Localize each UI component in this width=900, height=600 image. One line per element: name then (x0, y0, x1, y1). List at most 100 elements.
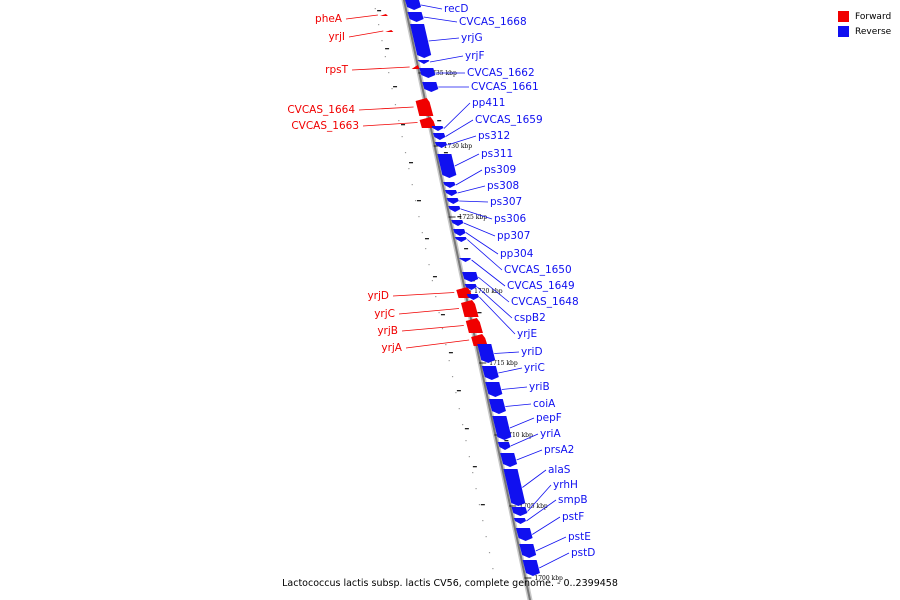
guide-dot (415, 200, 417, 202)
reverse-leader (477, 276, 510, 303)
reverse-swatch (838, 26, 849, 37)
forward-label-CVCAS_1663: CVCAS_1663 (291, 120, 359, 132)
guide-dot (374, 8, 376, 10)
reverse-label-prsA2: prsA2 (544, 444, 574, 456)
guide-dot (408, 168, 410, 170)
guide-dot (488, 552, 491, 554)
reverse-leader (535, 536, 567, 552)
reverse-gene-pstD (522, 560, 540, 576)
reverse-gene-yriD (477, 344, 496, 363)
reverse-gene-CVCAS_1649 (459, 258, 472, 262)
forward-leader (345, 14, 378, 20)
reverse-label-yrjE: yrjE (517, 328, 537, 340)
reverse-label-CVCAS_1659: CVCAS_1659 (475, 114, 543, 126)
reverse-leader (527, 484, 552, 512)
forward-gene-yrjA (471, 334, 488, 346)
guide-dot (475, 488, 477, 490)
guide-dot (465, 440, 467, 442)
guide-dot (435, 296, 437, 298)
guide-dot (398, 120, 400, 122)
reverse-gene-prsA2 (500, 453, 518, 467)
forward-leader (348, 30, 384, 38)
rail-dash (424, 238, 429, 240)
forward-leader (351, 66, 410, 71)
legend-label-forward: Forward (855, 11, 892, 22)
rail-dash (417, 200, 421, 202)
reverse-leader (505, 403, 532, 407)
reverse-label-alaS: alaS (548, 464, 571, 476)
reverse-leader (465, 232, 499, 255)
guide-dot (458, 408, 460, 410)
reverse-leader (477, 286, 513, 319)
forward-label-CVCAS_1664: CVCAS_1664 (287, 104, 355, 116)
reverse-leader (532, 516, 561, 535)
forward-gene-CVCAS_1663 (419, 117, 436, 128)
forward-label-yrjI: yrjI (328, 31, 345, 43)
reverse-label-coiA: coiA (533, 398, 556, 410)
reverse-leader (526, 499, 557, 522)
tick-label: 1715 kbp (489, 360, 518, 367)
reverse-label-recD: recD (444, 3, 468, 15)
reverse-gene-pp307 (451, 220, 464, 226)
reverse-leader (455, 169, 483, 186)
rail-dash (393, 86, 398, 88)
guide-dot (478, 504, 481, 506)
reverse-gene-yrjE (466, 294, 479, 300)
reverse-leader (479, 296, 516, 335)
guide-dot (381, 40, 383, 42)
reverse-leader (471, 259, 506, 287)
guide-dot (492, 568, 494, 570)
reverse-gene-ps307 (446, 198, 459, 204)
reverse-label-CVCAS_1661: CVCAS_1661 (471, 81, 539, 93)
reverse-gene-CVCAS_1662 (419, 68, 436, 78)
reverse-label-ps309: ps309 (484, 164, 516, 176)
reverse-gene-smpB (513, 518, 527, 524)
guide-dot (448, 360, 450, 362)
reverse-label-ps311: ps311 (481, 148, 513, 160)
rail-dash (457, 216, 462, 218)
reverse-gene-coiA (488, 399, 506, 414)
reverse-gene-pepF (492, 416, 512, 440)
guide-dot (445, 344, 447, 346)
guide-dot (468, 456, 470, 458)
reverse-label-pstD: pstD (571, 547, 595, 559)
reverse-leader (420, 4, 443, 10)
reverse-gene-ps308 (444, 190, 458, 196)
reverse-gene-ps312 (434, 142, 448, 148)
reverse-gene-CVCAS_1659 (432, 133, 446, 140)
guide-dot (378, 24, 380, 26)
guide-dot (472, 472, 474, 474)
forward-gene-yrjC (461, 300, 479, 317)
guide-dot (438, 312, 440, 314)
reverse-leader (463, 222, 496, 237)
guide-dot (394, 104, 397, 106)
guide-dot (428, 264, 430, 266)
reverse-label-ps307: ps307 (490, 196, 522, 208)
reverse-label-yriA: yriA (540, 428, 561, 440)
reverse-leader (423, 16, 458, 23)
forward-label-pheA: pheA (315, 13, 343, 25)
tick-label: 1730 kbp (444, 143, 473, 150)
guide-dot (391, 88, 393, 90)
tick-label: 1720 kbp (474, 288, 503, 295)
reverse-label-ps306: ps306 (494, 213, 526, 225)
forward-label-rpsT: rpsT (325, 64, 348, 76)
reverse-gene-alaS (503, 469, 526, 506)
reverse-gene-pp304 (453, 229, 466, 236)
reverse-gene-recD (405, 0, 422, 10)
rail-dash (385, 48, 390, 50)
guide-dot (404, 152, 407, 154)
reverse-leader (429, 55, 464, 63)
reverse-gene-yrjF (417, 60, 430, 64)
reverse-gene-yrjG (410, 24, 432, 58)
rail-dash (443, 152, 448, 154)
forward-leader (362, 122, 418, 127)
reverse-label-cspB2: cspB2 (514, 312, 546, 324)
guide-dot (384, 56, 386, 58)
reverse-leader (447, 135, 477, 146)
reverse-gene-CVCAS_1650 (454, 237, 467, 242)
guide-dot (401, 136, 403, 138)
reverse-leader (445, 119, 474, 137)
forward-gene-rpsT (411, 65, 420, 69)
legend: Forward Reverse (838, 9, 891, 39)
